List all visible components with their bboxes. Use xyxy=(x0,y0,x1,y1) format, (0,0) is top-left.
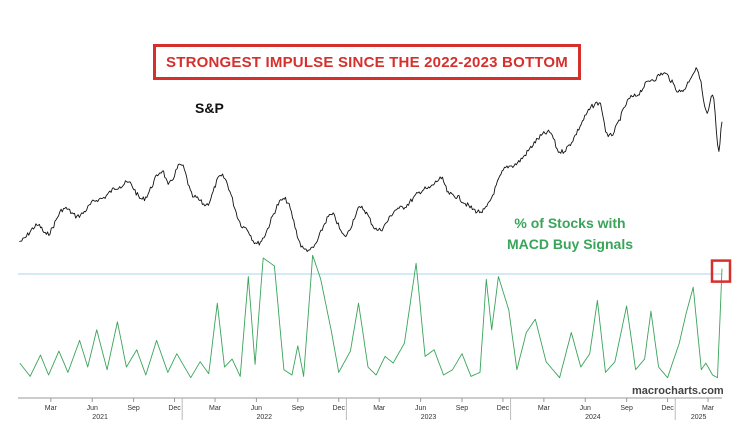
sp-line xyxy=(19,67,723,252)
highlight-box xyxy=(710,259,732,283)
x-month-label: Sep xyxy=(620,405,633,412)
x-month-label: Jun xyxy=(251,405,262,412)
x-month-label: Dec xyxy=(168,405,181,412)
macd-series xyxy=(19,254,723,379)
x-month-label: Mar xyxy=(45,405,58,412)
x-year-label: 2021 xyxy=(92,414,108,421)
x-axis-ticks xyxy=(50,398,709,402)
x-month-label: Sep xyxy=(456,405,469,412)
sp-series xyxy=(19,67,723,252)
x-month-label: Jun xyxy=(415,405,426,412)
x-month-label: Jun xyxy=(580,405,591,412)
x-month-label: Jun xyxy=(87,405,98,412)
x-year-label: 2024 xyxy=(585,414,601,421)
x-month-label: Mar xyxy=(209,405,222,412)
x-month-label: Mar xyxy=(538,405,551,412)
x-month-label: Sep xyxy=(292,405,305,412)
x-month-label: Sep xyxy=(127,405,140,412)
x-month-label: Dec xyxy=(333,405,346,412)
macd-label-line-2: MACD Buy Signals xyxy=(506,236,633,252)
sp-series-label: S&P xyxy=(195,100,224,116)
x-year-label: 2025 xyxy=(691,414,707,421)
x-month-label: Mar xyxy=(373,405,386,412)
watermark: macrocharts.com xyxy=(632,385,724,397)
macd-line xyxy=(19,254,723,379)
x-year-label: 2022 xyxy=(256,414,272,421)
x-month-label: Mar xyxy=(702,405,715,412)
x-month-label: Dec xyxy=(497,405,510,412)
x-axis-year-labels: 2021 2022 2023 2024 2025 xyxy=(92,398,706,421)
macd-series-label: % of Stocks with MACD Buy Signals xyxy=(480,213,660,255)
x-month-label: Dec xyxy=(661,405,674,412)
macd-label-line-1: % of Stocks with xyxy=(514,215,626,231)
x-year-label: 2023 xyxy=(421,414,437,421)
x-axis-month-labels: Mar Jun Sep Dec Mar Jun Sep Dec Mar Jun Sep Dec Mar J… xyxy=(45,405,715,412)
headline-banner: STRONGEST IMPULSE SINCE THE 2022-2023 BO… xyxy=(153,44,581,80)
